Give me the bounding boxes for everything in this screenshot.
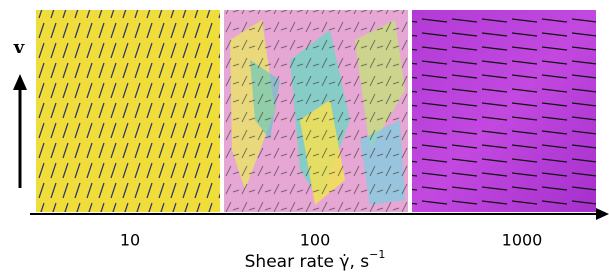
x-axis-label: Shear rate γ̇, s−1 xyxy=(245,248,386,272)
panel-low xyxy=(36,10,220,212)
figure: 10 100 1000 Shear rate γ̇, s−1 v xyxy=(0,0,609,274)
x-tick-label: 100 xyxy=(300,231,331,250)
velocity-arrow: v xyxy=(13,37,27,188)
x-axis: 10 100 1000 Shear rate γ̇, s−1 xyxy=(30,208,609,272)
x-tick-label: 10 xyxy=(120,231,140,250)
page: 10 100 1000 Shear rate γ̇, s−1 v (() => … xyxy=(0,0,609,274)
x-axis-label-superscript: −1 xyxy=(369,248,385,261)
panel-mid xyxy=(224,10,408,212)
panel-high xyxy=(412,10,596,212)
x-axis-label-text: Shear rate γ̇, s xyxy=(245,252,370,272)
x-tick-label: 1000 xyxy=(502,231,543,250)
velocity-label: v xyxy=(13,37,25,58)
